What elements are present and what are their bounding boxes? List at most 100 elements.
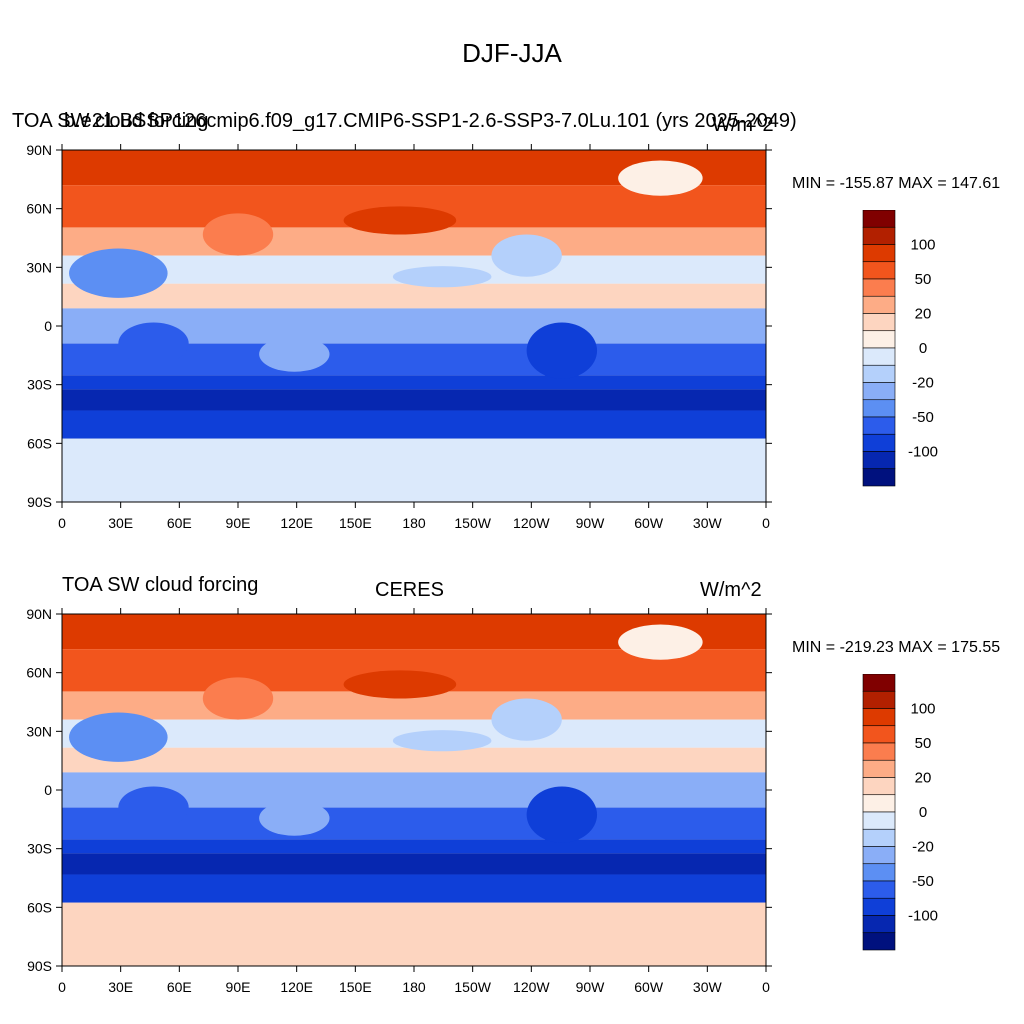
lat-tick-label: 30S <box>27 377 52 393</box>
lon-tick-label: 30W <box>693 979 723 995</box>
lon-tick-label: 60E <box>167 979 192 995</box>
colorbar-swatch <box>862 897 896 916</box>
colorbar-swatch <box>862 278 896 297</box>
panel1-colorbar: 100 50 20 0 -20 -50 -100 <box>862 210 938 487</box>
colorbar-swatch <box>862 794 896 813</box>
lon-tick-label: 120W <box>513 515 550 531</box>
lat-tick-label: 90N <box>26 142 52 158</box>
panel2-center-title: CERES <box>375 579 444 601</box>
colorbar-tick-label: -20 <box>912 839 934 856</box>
panel1-minmax: MIN = -155.87 MAX = 147.61 <box>792 175 1001 192</box>
colorbar-tick-label: 20 <box>915 306 932 323</box>
colorbar-swatch <box>862 932 896 951</box>
lon-tick-label: 90W <box>576 515 606 531</box>
colorbar-swatch <box>862 330 896 349</box>
colorbar-swatch <box>862 828 896 847</box>
lat-tick-label: 60S <box>27 435 52 451</box>
colorbar-swatch <box>862 468 896 487</box>
lon-tick-label: 150E <box>339 979 372 995</box>
colorbar-swatch <box>862 708 896 727</box>
lon-tick-label: 30E <box>108 979 133 995</box>
lat-tick-label: 0 <box>44 318 52 334</box>
colorbar-swatch <box>862 846 896 865</box>
lat-tick-label: 30N <box>26 259 52 275</box>
lat-tick-label: 60N <box>26 201 52 217</box>
lon-tick-label: 60W <box>634 515 664 531</box>
panel2-left-title: TOA SW cloud forcing <box>62 574 259 596</box>
colorbar-swatch <box>862 433 896 452</box>
panel1-center-title: b.e21.BSSP126cmip6.f09_g17.CMIP6-SSP1-2.… <box>64 110 797 132</box>
lon-tick-label: 0 <box>58 515 66 531</box>
colorbar-swatch <box>862 451 896 470</box>
colorbar-swatch <box>862 674 896 692</box>
lon-tick-label: 60E <box>167 515 192 531</box>
panel1-left-title: TOA SW cloud forcing <box>12 110 209 132</box>
lon-tick-label: 180 <box>402 979 426 995</box>
colorbar-swatch <box>862 295 896 314</box>
lon-tick-label: 90E <box>226 979 251 995</box>
lon-tick-label: 60W <box>634 979 664 995</box>
colorbar-swatch <box>862 880 896 899</box>
colorbar-swatch <box>862 399 896 418</box>
colorbar-tick-label: 100 <box>910 701 935 718</box>
panel2-minmax: MIN = -219.23 MAX = 175.55 <box>792 639 1001 656</box>
lon-tick-label: 0 <box>762 979 770 995</box>
colorbar-tick-label: -100 <box>908 908 938 925</box>
lat-tick-label: 90S <box>27 958 52 974</box>
panel2-units: W/m^2 <box>700 579 762 601</box>
panel1-units: W/m^2 <box>712 114 774 136</box>
colorbar-swatch <box>862 210 896 228</box>
colorbar-tick-label: -100 <box>908 444 938 461</box>
colorbar-tick-label: 50 <box>915 735 932 752</box>
colorbar-swatch <box>862 364 896 383</box>
colorbar-swatch <box>862 811 896 830</box>
colorbar-tick-label: 0 <box>919 804 927 821</box>
colorbar-swatch <box>862 313 896 332</box>
lon-tick-label: 0 <box>58 979 66 995</box>
lon-tick-label: 180 <box>402 515 426 531</box>
colorbar-swatch <box>862 244 896 263</box>
map-field <box>62 614 766 966</box>
lon-tick-label: 30E <box>108 515 133 531</box>
lon-tick-label: 150W <box>454 515 491 531</box>
lat-tick-label: 0 <box>44 782 52 798</box>
colorbar-tick-label: -50 <box>912 873 934 890</box>
panel2-colorbar: 100 50 20 0 -20 -50 -100 <box>862 674 938 951</box>
lon-tick-label: 120E <box>280 515 313 531</box>
lon-tick-label: 120E <box>280 979 313 995</box>
lat-tick-label: 60S <box>27 899 52 915</box>
colorbar-swatch <box>862 759 896 778</box>
colorbar-tick-label: 0 <box>919 340 927 357</box>
lon-tick-label: 30W <box>693 515 723 531</box>
colorbar-swatch <box>862 725 896 744</box>
colorbar-swatch <box>862 742 896 761</box>
lon-tick-label: 0 <box>762 515 770 531</box>
colorbar-tick-label: 100 <box>910 237 935 254</box>
colorbar-swatch <box>862 261 896 280</box>
lon-tick-label: 90W <box>576 979 606 995</box>
colorbar-tick-label: -50 <box>912 409 934 426</box>
colorbar-tick-label: -20 <box>912 375 934 392</box>
lat-tick-label: 30N <box>26 723 52 739</box>
lon-tick-label: 150E <box>339 515 372 531</box>
figure-title: DJF-JJA <box>462 38 562 68</box>
colorbar-swatch <box>862 226 896 245</box>
colorbar-swatch <box>862 382 896 401</box>
lon-tick-label: 150W <box>454 979 491 995</box>
colorbar-swatch <box>862 347 896 366</box>
panel1-map: 90N 60N 30N 0 30S 60S 90S 0 30E 60E 90E 120E 150E 180… <box>26 142 772 531</box>
colorbar-swatch <box>862 915 896 934</box>
lon-tick-label: 90E <box>226 515 251 531</box>
panel2-map: 90N 60N 30N 0 30S 60S 90S 0 30E 60E 90E 120E 150E 180… <box>26 606 772 995</box>
colorbar-swatch <box>862 690 896 709</box>
colorbar-swatch <box>862 416 896 435</box>
colorbar-swatch <box>862 863 896 882</box>
lat-tick-label: 60N <box>26 665 52 681</box>
colorbar-swatch <box>862 777 896 796</box>
colorbar-tick-label: 50 <box>915 271 932 288</box>
map-field <box>62 150 766 502</box>
lon-tick-label: 120W <box>513 979 550 995</box>
lat-tick-label: 30S <box>27 841 52 857</box>
colorbar-tick-label: 20 <box>915 770 932 787</box>
lat-tick-label: 90N <box>26 606 52 622</box>
